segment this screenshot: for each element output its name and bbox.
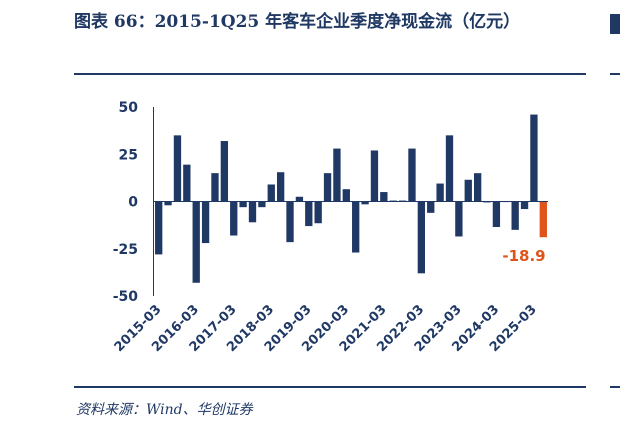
bar [211,173,219,202]
bar [417,201,426,274]
bar [530,114,538,202]
y-tick-label: 50 [119,100,139,116]
adjacent-panel-edge [610,14,620,34]
bar [164,201,172,206]
bar [258,201,266,208]
bar [464,179,472,202]
bar [427,201,435,213]
bar [314,201,322,224]
bar [342,189,350,202]
bar [492,201,501,228]
bar [173,135,182,202]
highlight-bar [539,201,547,238]
bar [352,201,360,253]
bar [473,173,482,202]
bar [445,135,454,202]
bar [276,172,285,202]
bar [239,201,247,208]
bar [201,201,210,244]
bar [305,201,313,227]
bar [380,192,388,202]
bar [155,201,163,255]
y-tick-label: 0 [128,195,138,211]
chart-title: 图表 66：2015-1Q25 年客车企业季度净现金流（亿元） [74,12,521,32]
adjacent-panel-rule-bottom [610,386,620,388]
bar [295,196,304,202]
bar [370,150,379,202]
bar [192,201,200,283]
top-divider [74,73,586,75]
bar [361,201,369,205]
bar [183,164,191,202]
bar [286,201,294,243]
bar [408,148,416,202]
bar [511,201,519,230]
y-tick-label: -50 [113,289,139,305]
bar [436,183,444,202]
bar [333,148,341,202]
bar [267,184,275,202]
y-tick-label: 25 [119,147,138,163]
bar [455,201,463,237]
bar [520,201,529,210]
bar [248,201,257,223]
source-note: 资料来源：Wind、华创证券 [76,402,253,418]
bar [220,141,229,202]
bottom-divider [74,386,586,388]
adjacent-panel-rule-top [610,73,620,75]
bar [230,201,238,236]
y-tick-label: -25 [113,242,138,258]
data-label: -18.9 [502,247,545,265]
bar [323,173,332,202]
